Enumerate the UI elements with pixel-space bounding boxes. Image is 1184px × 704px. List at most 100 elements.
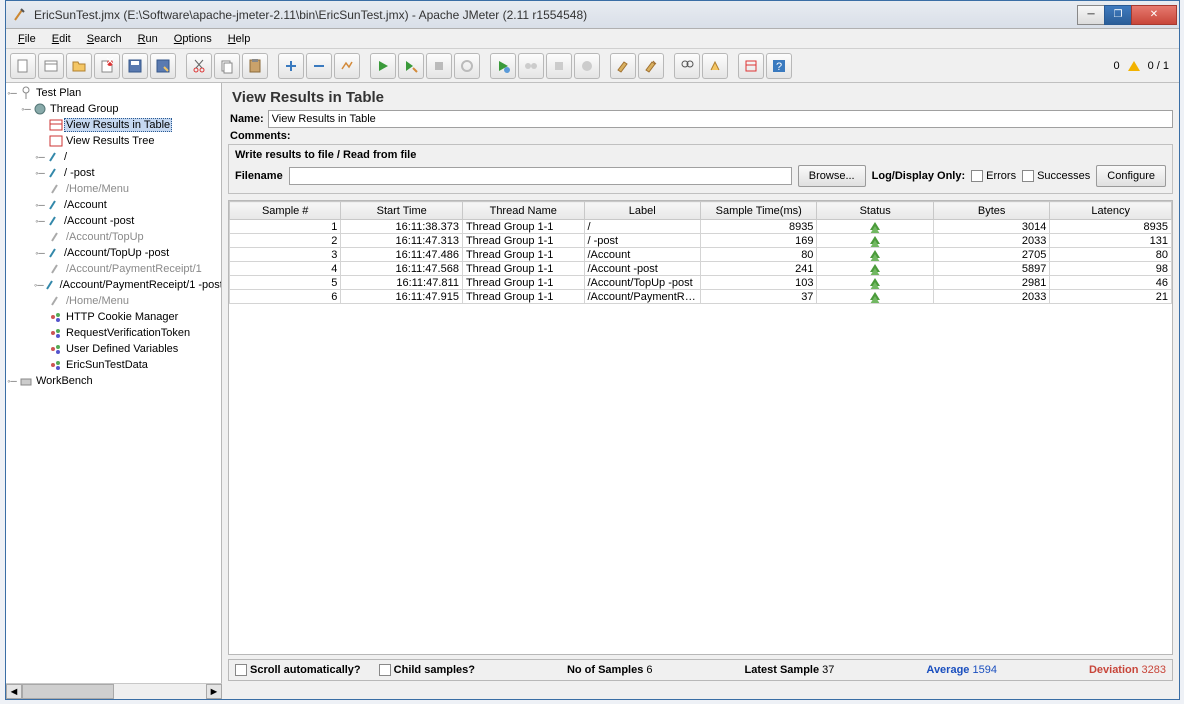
table-row[interactable]: 216:11:47.313Thread Group 1-1/ -post1692… [230, 234, 1172, 248]
app-window: EricSunTest.jmx (E:\Software\apache-jmet… [5, 0, 1180, 700]
toggle-button[interactable] [334, 53, 360, 79]
col-start[interactable]: Start Time [341, 202, 463, 220]
tree-sampler[interactable]: /Account/PaymentReceipt/1 [6, 261, 221, 277]
table-row[interactable]: 516:11:47.811Thread Group 1-1/Account/To… [230, 276, 1172, 290]
toolbar-status: 0 0 / 1 [1113, 60, 1175, 72]
close-button[interactable]: ✕ [1131, 5, 1177, 25]
configure-button[interactable]: Configure [1096, 165, 1166, 187]
tree-threadgroup[interactable]: ◦─Thread Group [6, 101, 221, 117]
filename-input[interactable] [289, 167, 792, 185]
titlebar[interactable]: EricSunTest.jmx (E:\Software\apache-jmet… [6, 1, 1179, 29]
remote-start-all-button[interactable] [518, 53, 544, 79]
tree-panel[interactable]: ◦─Test Plan ◦─Thread Group View Results … [6, 83, 222, 683]
group-title: Write results to file / Read from file [235, 149, 1166, 161]
function-helper-button[interactable] [738, 53, 764, 79]
main-panel: View Results in Table Name: Comments: Wr… [222, 83, 1179, 683]
warning-icon [1128, 61, 1140, 71]
tree-sampler[interactable]: ◦─/Account -post [6, 213, 221, 229]
col-latency[interactable]: Latency [1050, 202, 1172, 220]
filename-label: Filename [235, 170, 283, 182]
window-title: EricSunTest.jmx (E:\Software\apache-jmet… [34, 8, 1078, 22]
shutdown-button[interactable] [454, 53, 480, 79]
table-row[interactable]: 316:11:47.486Thread Group 1-1/Account802… [230, 248, 1172, 262]
tree-rvt[interactable]: RequestVerificationToken [6, 325, 221, 341]
remote-stop-button[interactable] [546, 53, 572, 79]
tree-sampler[interactable]: ◦─/ -post [6, 165, 221, 181]
open-button[interactable] [66, 53, 92, 79]
tree-view-results-table[interactable]: View Results in Table [6, 117, 221, 133]
save-button[interactable] [122, 53, 148, 79]
status-ok-icon [870, 278, 880, 286]
menu-search[interactable]: Search [79, 31, 130, 47]
name-input[interactable] [268, 110, 1173, 128]
name-label: Name: [228, 113, 264, 125]
remote-stop-all-button[interactable] [574, 53, 600, 79]
collapse-button[interactable] [306, 53, 332, 79]
results-table[interactable]: Sample #Start TimeThread NameLabelSample… [228, 200, 1173, 655]
paste-button[interactable] [242, 53, 268, 79]
templates-button[interactable] [38, 53, 64, 79]
stop-button[interactable] [426, 53, 452, 79]
col-label[interactable]: Label [584, 202, 700, 220]
scroll-auto-checkbox[interactable]: Scroll automatically? [235, 664, 361, 676]
col-bytes[interactable]: Bytes [933, 202, 1049, 220]
status-ok-icon [870, 236, 880, 244]
new-button[interactable] [10, 53, 36, 79]
col-thread[interactable]: Thread Name [462, 202, 584, 220]
status-ok-icon [870, 250, 880, 258]
menubar: File Edit Search Run Options Help [6, 29, 1179, 49]
clear-all-button[interactable] [638, 53, 664, 79]
tree-testdata[interactable]: EricSunTestData [6, 357, 221, 373]
remote-start-button[interactable] [490, 53, 516, 79]
col-status[interactable]: Status [817, 202, 933, 220]
tree-sampler[interactable]: ◦─/Account/PaymentReceipt/1 -post [6, 277, 221, 293]
table-row[interactable]: 616:11:47.915Thread Group 1-1/Account/Pa… [230, 290, 1172, 304]
reset-search-button[interactable] [702, 53, 728, 79]
menu-file[interactable]: File [10, 31, 44, 47]
status-ok-icon [870, 222, 880, 230]
tree-testplan[interactable]: ◦─Test Plan [6, 85, 221, 101]
tree-view-results-tree[interactable]: View Results Tree [6, 133, 221, 149]
tree-workbench[interactable]: ◦─WorkBench [6, 373, 221, 389]
table-row[interactable]: 116:11:38.373Thread Group 1-1/8935301489… [230, 220, 1172, 234]
child-samples-checkbox[interactable]: Child samples? [379, 664, 475, 676]
svg-text:?: ? [776, 61, 782, 73]
errors-checkbox[interactable]: Errors [971, 170, 1016, 182]
table-row[interactable]: 416:11:47.568Thread Group 1-1/Account -p… [230, 262, 1172, 276]
menu-run[interactable]: Run [130, 31, 166, 47]
menu-options[interactable]: Options [166, 31, 220, 47]
tree-sampler[interactable]: ◦─/ [6, 149, 221, 165]
start-button[interactable] [370, 53, 396, 79]
copy-button[interactable] [214, 53, 240, 79]
col-time[interactable]: Sample Time(ms) [700, 202, 816, 220]
col-sample[interactable]: Sample # [230, 202, 341, 220]
tree-sampler[interactable]: /Home/Menu [6, 181, 221, 197]
tree-sampler[interactable]: /Home/Menu [6, 293, 221, 309]
tree-udv[interactable]: User Defined Variables [6, 341, 221, 357]
clear-button[interactable] [610, 53, 636, 79]
successes-checkbox[interactable]: Successes [1022, 170, 1090, 182]
status-ok-icon [870, 264, 880, 272]
svg-text:✕: ✕ [105, 58, 114, 68]
start-no-pause-button[interactable] [398, 53, 424, 79]
expand-button[interactable] [278, 53, 304, 79]
logonly-label: Log/Display Only: [872, 170, 966, 182]
tree-cookie-manager[interactable]: HTTP Cookie Manager [6, 309, 221, 325]
footer-bar: Scroll automatically? Child samples? No … [228, 659, 1173, 681]
tree-sampler[interactable]: ◦─/Account [6, 197, 221, 213]
tree-sampler[interactable]: /Account/TopUp [6, 229, 221, 245]
search-tb-button[interactable] [674, 53, 700, 79]
help-button[interactable]: ? [766, 53, 792, 79]
close-file-button[interactable]: ✕ [94, 53, 120, 79]
save-as-button[interactable] [150, 53, 176, 79]
menu-help[interactable]: Help [220, 31, 259, 47]
file-group: Write results to file / Read from file F… [228, 144, 1173, 194]
cut-button[interactable] [186, 53, 212, 79]
panel-heading: View Results in Table [228, 87, 1173, 108]
browse-button[interactable]: Browse... [798, 165, 866, 187]
maximize-button[interactable]: ❐ [1104, 5, 1132, 25]
minimize-button[interactable]: ─ [1077, 5, 1105, 25]
tree-sampler[interactable]: ◦─/Account/TopUp -post [6, 245, 221, 261]
tree-hscrollbar[interactable]: ◄ ► [6, 683, 222, 699]
menu-edit[interactable]: Edit [44, 31, 79, 47]
